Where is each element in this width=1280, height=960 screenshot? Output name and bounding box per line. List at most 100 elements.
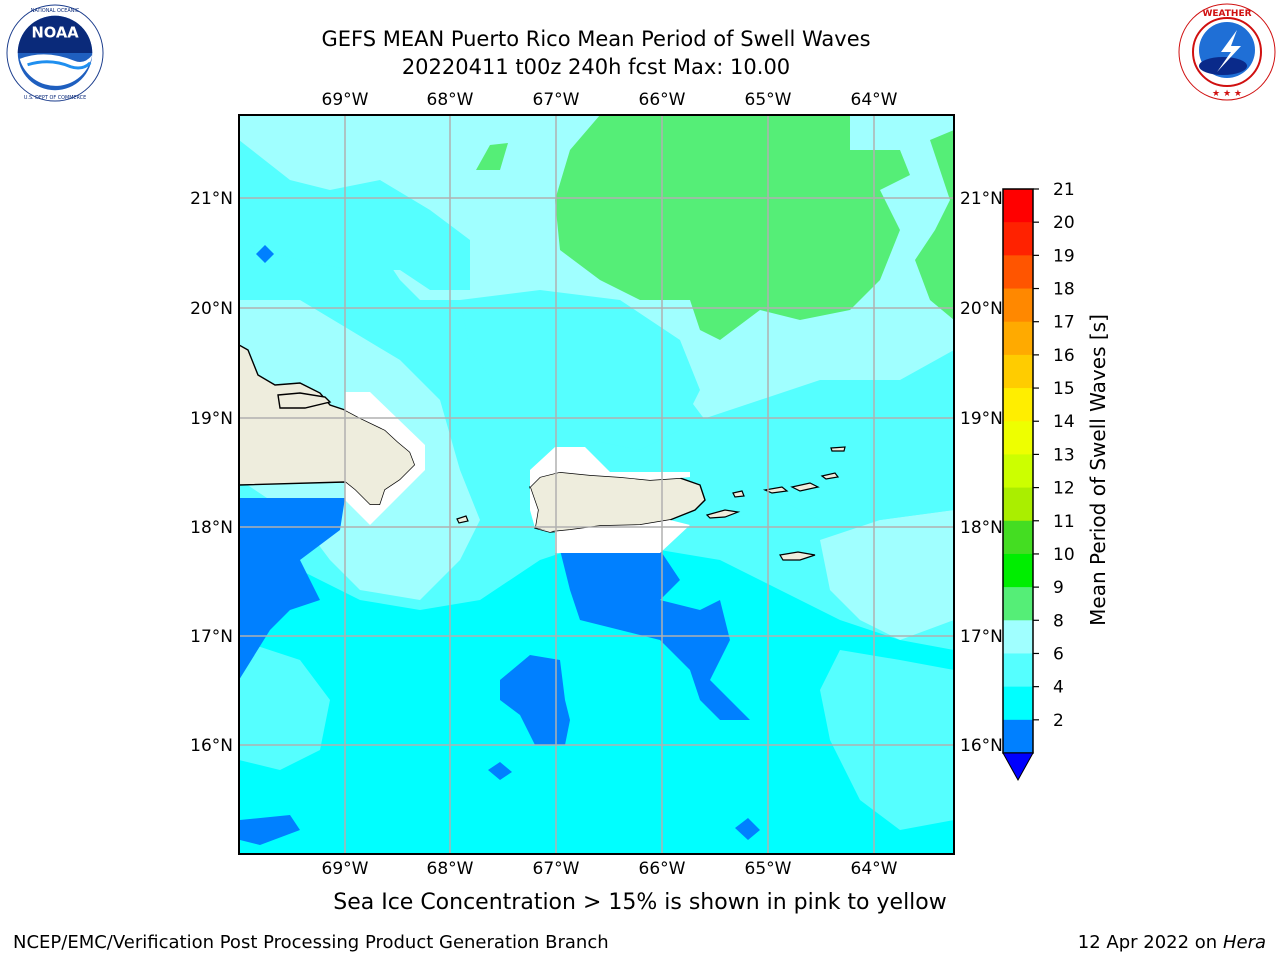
lon-label-top: 69°W xyxy=(322,90,369,110)
colorbar-segment xyxy=(1003,388,1033,422)
noaa-logo-icon: NOAA NATIONAL OCEANIC U.S. DEPT OF COMME… xyxy=(6,4,104,102)
lat-label-left: 16°N xyxy=(190,736,233,756)
svg-text:WEATHER: WEATHER xyxy=(1202,9,1251,19)
colorbar-segment xyxy=(1003,587,1033,621)
colorbar: 21 20 19 18 17 16 15 14 13 12 11 10 9 8 6 4 2 xyxy=(1002,180,1075,754)
range-6-8-patch-east xyxy=(700,380,954,520)
island-st-croix xyxy=(779,551,816,561)
range-2-4-southwest xyxy=(239,498,345,680)
lat-label-left: 17°N xyxy=(190,627,233,647)
colorbar-tick-label: 18 xyxy=(1053,280,1075,300)
island-vieques xyxy=(705,509,741,519)
colorbar-segment xyxy=(1003,288,1033,323)
lat-label-right: 19°N xyxy=(960,409,1003,429)
colorbar-segment xyxy=(1003,719,1033,754)
colorbar-segment xyxy=(1003,653,1033,688)
footer-machine: Hera xyxy=(1222,932,1266,953)
lat-label-right: 17°N xyxy=(960,627,1003,647)
range-2-4-dot-3 xyxy=(240,815,300,845)
lon-label-bottom: 69°W xyxy=(322,859,369,879)
colorbar-segment xyxy=(1003,222,1033,256)
lon-label-top: 64°W xyxy=(851,90,898,110)
map-grid xyxy=(239,115,954,854)
colorbar-segment xyxy=(1003,354,1033,389)
range-8-9-east xyxy=(820,510,954,640)
range-9-10-northeast xyxy=(555,115,910,340)
footer-branch: NCEP/EMC/Verification Post Processing Pr… xyxy=(13,932,609,953)
lon-label-top: 65°W xyxy=(745,90,792,110)
svg-text:U.S. DEPT OF COMMERCE: U.S. DEPT OF COMMERCE xyxy=(24,95,86,101)
lat-label-right: 16°N xyxy=(960,736,1003,756)
colorbar-tick-label: 4 xyxy=(1053,678,1064,698)
colorbar-tick-label: 15 xyxy=(1053,379,1075,399)
footer-date-text: 12 Apr 2022 on xyxy=(1077,932,1223,953)
colorbar-tick-label: 10 xyxy=(1053,545,1075,565)
range-4-6-south xyxy=(239,540,954,854)
colorbar-tick-label: 20 xyxy=(1053,213,1075,233)
colorbar-extend-arrow xyxy=(1002,752,1034,782)
range-6-8-patch-center xyxy=(460,290,700,450)
range-2-4-dot-1 xyxy=(488,762,512,780)
lat-label-right: 20°N xyxy=(960,299,1003,319)
colorbar-tick-label: 12 xyxy=(1053,479,1075,499)
sea-ice-note: Sea Ice Concentration > 15% is shown in … xyxy=(333,890,947,915)
colorbar-segment xyxy=(1003,487,1033,522)
lon-label-bottom: 67°W xyxy=(533,859,580,879)
colorbar-tick-label: 19 xyxy=(1053,246,1075,266)
lon-label-top: 66°W xyxy=(639,90,686,110)
colorbar-tick-label: 6 xyxy=(1053,644,1064,664)
map-frame xyxy=(238,114,955,855)
footer-date: 12 Apr 2022 on Hera xyxy=(1078,932,1266,953)
svg-text:NOAA: NOAA xyxy=(31,24,79,41)
colorbar-tick-label: 9 xyxy=(1053,578,1064,598)
colorbar-tick-label: 13 xyxy=(1053,445,1075,465)
colorbar-tick-label: 14 xyxy=(1053,412,1075,432)
range-6-8-patch-west xyxy=(239,140,470,290)
range-6-8-southeast xyxy=(820,650,954,830)
lat-label-left: 21°N xyxy=(190,189,233,209)
range-2-4-dot-2 xyxy=(735,818,760,840)
swell-period-field xyxy=(239,115,954,854)
colorbar-tick-label: 2 xyxy=(1053,711,1064,731)
island-virgin-gorda xyxy=(820,472,840,480)
range-2-4-south-spot xyxy=(500,655,570,745)
lat-label-left: 19°N xyxy=(190,409,233,429)
colorbar-segment xyxy=(1003,421,1033,455)
island-culebra xyxy=(732,490,745,498)
colorbar-segment xyxy=(1003,454,1033,489)
colorbar-segment xyxy=(1003,620,1033,654)
colorbar-tick-label: 11 xyxy=(1053,512,1075,532)
range-6-8-southwest xyxy=(239,640,330,770)
colorbar-segment xyxy=(1003,686,1033,721)
lon-label-bottom: 65°W xyxy=(745,859,792,879)
nws-logo-icon: WEATHER ★ ★ ★ xyxy=(1178,3,1276,101)
island-tortola xyxy=(790,482,820,492)
lat-label-right: 18°N xyxy=(960,518,1003,538)
island-anegada xyxy=(830,446,846,452)
colorbar-tick-label: 21 xyxy=(1053,180,1075,200)
lon-label-bottom: 64°W xyxy=(851,859,898,879)
map-subtitle: 20220411 t00z 240h fcst Max: 10.00 xyxy=(401,55,791,79)
island-st-thomas xyxy=(762,486,789,494)
island-mona xyxy=(456,515,469,524)
lat-label-left: 18°N xyxy=(190,518,233,538)
range-2-4-south-center xyxy=(560,550,750,720)
colorbar-tick-label: 17 xyxy=(1053,313,1075,333)
svg-text:★ ★ ★: ★ ★ ★ xyxy=(1212,89,1242,99)
lon-label-top: 68°W xyxy=(427,90,474,110)
colorbar-segment xyxy=(1003,321,1033,356)
colorbar-tick-label: 16 xyxy=(1053,346,1075,366)
map-title: GEFS MEAN Puerto Rico Mean Period of Swe… xyxy=(321,27,871,51)
colorbar-tick-label: 8 xyxy=(1053,611,1064,631)
hispaniola-north-cape xyxy=(277,392,332,409)
lat-label-right: 21°N xyxy=(960,189,1003,209)
svg-text:NATIONAL OCEANIC: NATIONAL OCEANIC xyxy=(31,8,80,14)
lon-label-bottom: 68°W xyxy=(427,859,474,879)
range-2-4-dot-4 xyxy=(256,245,274,263)
lat-label-left: 20°N xyxy=(190,299,233,319)
colorbar-segment xyxy=(1003,189,1033,223)
lon-label-top: 67°W xyxy=(533,90,580,110)
colorbar-label: Mean Period of Swell Waves [s] xyxy=(1086,314,1110,626)
lon-label-bottom: 66°W xyxy=(639,859,686,879)
